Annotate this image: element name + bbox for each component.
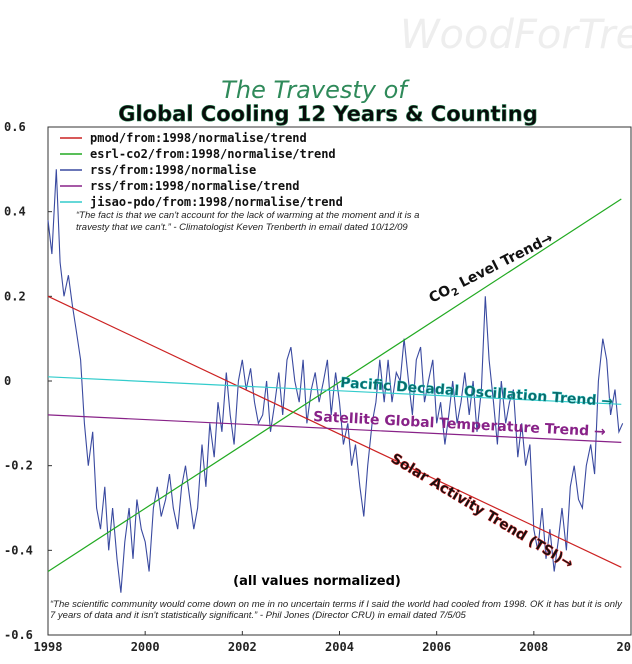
title-script: The Travesty of <box>221 76 410 104</box>
trenberth-quote-line1: “The fact is that we can't account for t… <box>76 210 419 221</box>
co2-annotation: CO2 Level Trend→ <box>427 230 558 309</box>
trenberth-quote-line2: travesty that we can't.” - Climatologist… <box>76 222 408 233</box>
satellite-label: Satellite Global Temperature Trend → <box>313 409 607 440</box>
satellite-annotation: Satellite Global Temperature Trend → <box>313 409 607 440</box>
pmod-trend-line <box>47 295 622 568</box>
rss-trend-line <box>47 414 622 443</box>
solar-label: Solar Activity Trend (TSI)→ <box>388 451 576 573</box>
x-tick-label: 2002 <box>228 640 257 654</box>
legend-label: rss/from:1998/normalise/trend <box>90 179 300 193</box>
solar-annotation: Solar Activity Trend (TSI)→ <box>388 450 577 573</box>
jisao-pdo-trend-line <box>47 376 622 405</box>
y-tick-label: -0.4 <box>4 543 33 557</box>
x-tick-label: 1998 <box>34 640 63 654</box>
jones-quote-line2: 7 years of data and it isn't statistical… <box>50 610 466 621</box>
y-tick-label: 0.2 <box>4 289 26 303</box>
y-tick-label: 0.4 <box>4 205 26 219</box>
legend-label: rss/from:1998/normalise <box>90 163 256 177</box>
title-main: Global Cooling 12 Years & Counting <box>118 102 538 126</box>
legend-label: esrl-co2/from:1998/normalise/trend <box>90 147 336 161</box>
pdo-annotation: Pacific Decadal Oscillation Trend → <box>340 375 614 410</box>
co2-label: CO <box>427 282 454 306</box>
normalized-note: (all values normalized) <box>233 574 401 589</box>
x-tick-label: 2000 <box>131 640 160 654</box>
y-tick-label: -0.6 <box>4 628 33 642</box>
x-tick-label: 2010 <box>617 640 632 654</box>
jones-quote-line1: “The scientific community would come dow… <box>50 599 623 610</box>
x-tick-label: 2004 <box>325 640 354 654</box>
rss-data-line <box>47 169 624 593</box>
co2-label-rest: Level Trend→ <box>453 230 556 293</box>
pdo-label: Pacific Decadal Oscillation Trend → <box>340 375 614 410</box>
y-tick-label: 0.6 <box>4 120 26 134</box>
co2-subscript: 2 <box>450 286 461 299</box>
legend-label: pmod/from:1998/normalise/trend <box>90 131 307 145</box>
x-tick-label: 2006 <box>422 640 451 654</box>
y-tick-label: -0.2 <box>4 459 33 473</box>
legend-label: jisao-pdo/from:1998/normalise/trend <box>90 195 343 209</box>
x-tick-label: 2008 <box>519 640 548 654</box>
watermark: WoodForTrees <box>400 12 632 58</box>
y-tick-label: 0 <box>4 374 11 388</box>
esrl-co2-trend-line <box>47 198 622 573</box>
legend: pmod/from:1998/normalise/trend esrl-co2/f… <box>60 131 343 209</box>
svg-text:CO2 Level Trend→: CO2 Level Trend→ <box>427 230 558 309</box>
